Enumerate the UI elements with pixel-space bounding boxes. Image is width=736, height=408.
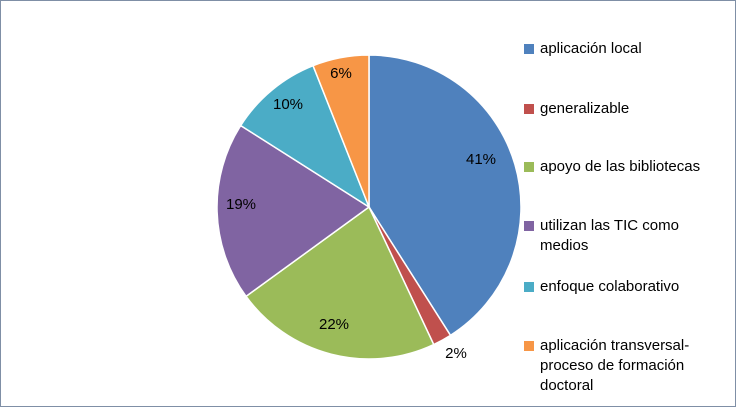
legend-item-2: generalizable — [524, 99, 720, 119]
legend-item-1: aplicación local — [524, 39, 720, 59]
legend-swatch-5 — [524, 282, 534, 292]
legend-item-3: apoyo de las bibliotecas — [524, 157, 720, 177]
pie-slice-3 — [244, 205, 435, 360]
pie-slice-6 — [312, 54, 370, 208]
legend-label-3: apoyo de las bibliotecas — [540, 158, 701, 175]
data-label-4: 19% — [226, 196, 256, 213]
legend-label-2: generalizable — [540, 100, 630, 117]
legend-label-1: aplicación local — [540, 40, 642, 57]
legend-swatch-4 — [524, 221, 534, 231]
legend-label-4: utilizan las TIC como medios — [540, 217, 679, 254]
data-label-3: 22% — [319, 316, 349, 333]
data-label-5: 10% — [273, 96, 303, 113]
data-label-6: 6% — [330, 65, 352, 82]
data-label-1: 41% — [466, 151, 496, 168]
legend-swatch-6 — [524, 341, 534, 351]
legend-swatch-3 — [524, 162, 534, 172]
legend-item-5: enfoque colaborativo — [524, 277, 720, 297]
pie-slice-1 — [368, 54, 522, 337]
legend-label-5: enfoque colaborativo — [540, 278, 680, 295]
legend-swatch-1 — [524, 44, 534, 54]
pie-slice-5 — [239, 64, 371, 209]
legend-item-4: utilizan las TIC como medios — [524, 216, 720, 256]
pie-slice-4 — [216, 124, 371, 298]
legend-swatch-2 — [524, 104, 534, 114]
legend-item-6: aplicación transversal-proceso de formac… — [524, 336, 720, 396]
legend-label-6: aplicación transversal-proceso de formac… — [540, 337, 690, 394]
data-label-2: 2% — [445, 345, 467, 362]
